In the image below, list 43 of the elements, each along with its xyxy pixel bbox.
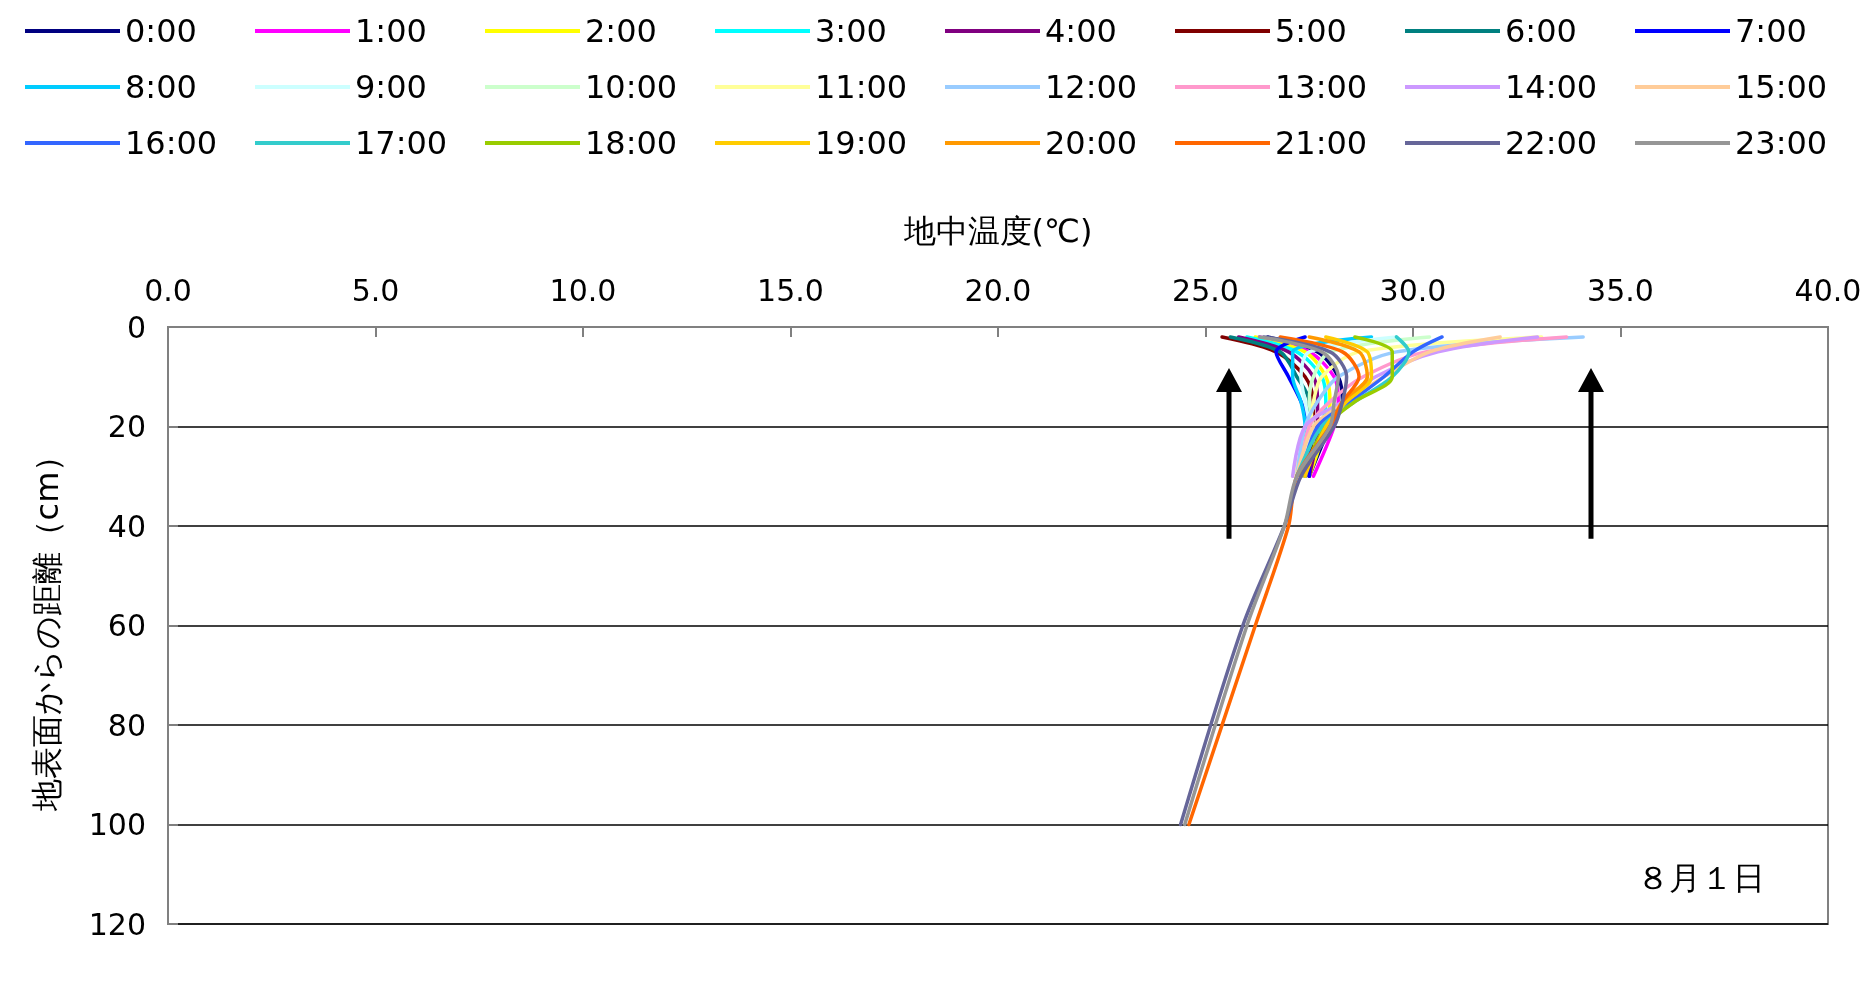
x-tick-label: 20.0 [964,272,1032,308]
legend-label: 23:00 [1735,124,1828,162]
legend-label: 2:00 [585,12,657,50]
legend-label: 9:00 [355,68,427,106]
legend-label: 18:00 [585,124,678,162]
y-tick-label: 80 [107,707,146,743]
legend-label: 20:00 [1045,124,1138,162]
legend-label: 19:00 [815,124,908,162]
legend-label: 10:00 [585,68,678,106]
x-tick-label: 5.0 [351,272,400,308]
legend-label: 7:00 [1735,12,1807,50]
legend-label: 21:00 [1275,124,1368,162]
legend-label: 16:00 [125,124,218,162]
x-tick-label: 30.0 [1379,272,1447,308]
x-tick-label: 15.0 [757,272,824,308]
legend-label: 15:00 [1735,68,1828,106]
legend-label: 3:00 [815,12,887,50]
x-tick-label: 0.0 [144,272,192,308]
annotation: ８月１日 [1637,859,1765,897]
legend-label: 22:00 [1505,124,1598,162]
x-axis-title: 地中温度(℃) [902,212,1093,250]
legend-label: 8:00 [125,68,197,106]
legend-label: 5:00 [1275,12,1347,50]
y-axis-title: 地表面からの距離（cm） [28,439,66,813]
legend-label: 6:00 [1505,12,1577,50]
legend-label: 1:00 [355,12,427,50]
y-tick-label: 20 [107,409,146,444]
y-tick-label: 0 [126,309,146,345]
y-tick-label: 40 [107,508,146,544]
x-tick-label: 35.0 [1587,272,1654,308]
y-tick-label: 120 [88,906,146,942]
legend-label: 4:00 [1045,12,1117,50]
legend-label: 0:00 [125,12,197,50]
x-tick-label: 25.0 [1172,272,1239,308]
y-tick-label: 100 [88,807,146,842]
x-tick-label: 40.0 [1794,272,1862,308]
legend-label: 14:00 [1505,68,1598,106]
legend-label: 13:00 [1275,68,1368,106]
x-tick-label: 10.0 [549,272,617,308]
legend-label: 11:00 [815,68,908,106]
legend-label: 12:00 [1045,68,1138,106]
legend-label: 17:00 [355,124,448,162]
y-tick-label: 60 [107,608,146,643]
